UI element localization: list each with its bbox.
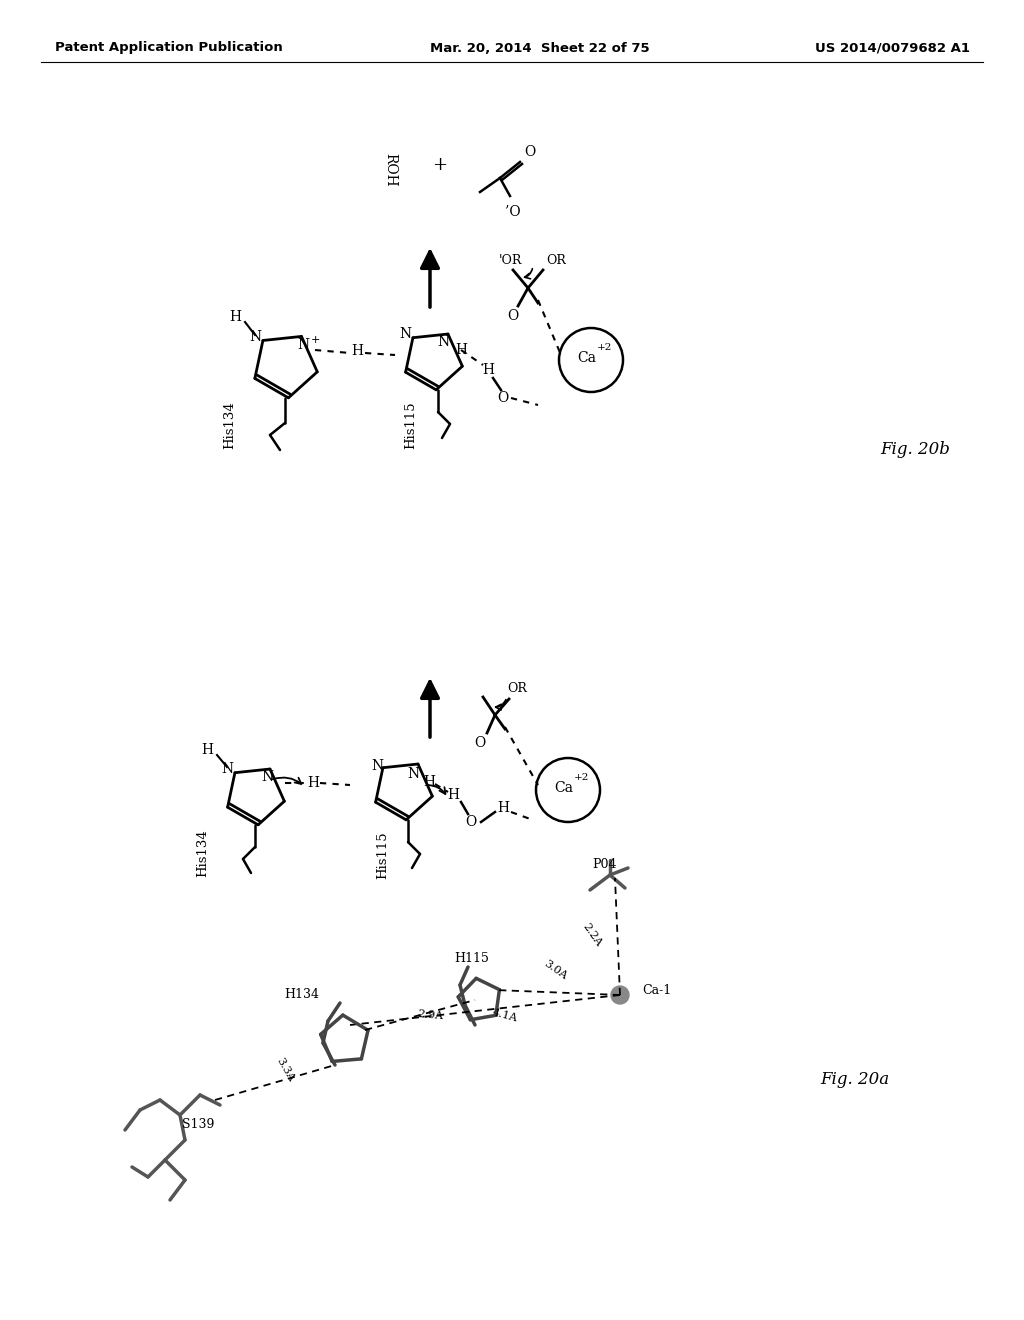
Text: H: H xyxy=(497,801,509,814)
Text: +2: +2 xyxy=(597,343,612,352)
Text: N: N xyxy=(221,762,233,776)
Text: O: O xyxy=(474,737,485,750)
Text: H: H xyxy=(307,776,319,789)
Text: OR: OR xyxy=(507,682,527,696)
Text: 2.9A: 2.9A xyxy=(417,1008,443,1022)
Text: H134: H134 xyxy=(285,989,319,1002)
Text: 3.3A: 3.3A xyxy=(274,1056,296,1084)
Text: N: N xyxy=(399,327,411,341)
Text: H: H xyxy=(423,775,435,789)
Text: O: O xyxy=(507,309,518,323)
Text: +: + xyxy=(310,335,319,345)
Text: H: H xyxy=(447,788,459,803)
Text: N: N xyxy=(249,330,261,345)
FancyArrowPatch shape xyxy=(428,785,445,793)
Text: H: H xyxy=(351,345,362,358)
FancyArrowPatch shape xyxy=(524,269,532,279)
Text: His115: His115 xyxy=(404,401,418,449)
Text: ’O: ’O xyxy=(505,205,520,219)
Text: US 2014/0079682 A1: US 2014/0079682 A1 xyxy=(815,41,970,54)
Text: O: O xyxy=(524,145,536,158)
Circle shape xyxy=(611,986,629,1005)
Text: 2.2A: 2.2A xyxy=(581,921,603,948)
Text: S139: S139 xyxy=(182,1118,214,1131)
Text: O: O xyxy=(498,391,509,405)
FancyArrowPatch shape xyxy=(272,777,301,784)
Text: Ca: Ca xyxy=(555,781,573,795)
Text: N: N xyxy=(437,335,450,348)
Text: His115: His115 xyxy=(377,832,389,879)
Text: +2: +2 xyxy=(574,774,590,783)
Text: ROH: ROH xyxy=(383,153,397,187)
Text: Fig. 20a: Fig. 20a xyxy=(820,1072,889,1089)
Text: His134: His134 xyxy=(223,401,237,449)
Text: Ca-1: Ca-1 xyxy=(642,983,672,997)
Text: Fig. 20b: Fig. 20b xyxy=(880,441,950,458)
Text: Mar. 20, 2014  Sheet 22 of 75: Mar. 20, 2014 Sheet 22 of 75 xyxy=(430,41,649,54)
Text: N: N xyxy=(261,770,273,784)
Text: +: + xyxy=(432,156,447,174)
Text: 3.0A: 3.0A xyxy=(542,958,568,982)
Text: H: H xyxy=(455,343,467,356)
Text: P04: P04 xyxy=(593,858,617,871)
Text: H115: H115 xyxy=(455,952,489,965)
Text: H: H xyxy=(201,743,213,756)
Text: O: O xyxy=(465,814,476,829)
Text: 4.1A: 4.1A xyxy=(492,1007,519,1023)
FancyArrowPatch shape xyxy=(496,700,506,710)
Text: H: H xyxy=(482,363,494,378)
Text: N: N xyxy=(371,759,383,774)
Text: His134: His134 xyxy=(197,829,210,876)
Text: Ca: Ca xyxy=(578,351,597,366)
Text: Patent Application Publication: Patent Application Publication xyxy=(55,41,283,54)
Text: N: N xyxy=(407,767,419,781)
Text: N: N xyxy=(297,338,309,352)
Text: H: H xyxy=(229,310,241,323)
Text: 'OR: 'OR xyxy=(499,253,521,267)
Text: OR: OR xyxy=(546,253,566,267)
